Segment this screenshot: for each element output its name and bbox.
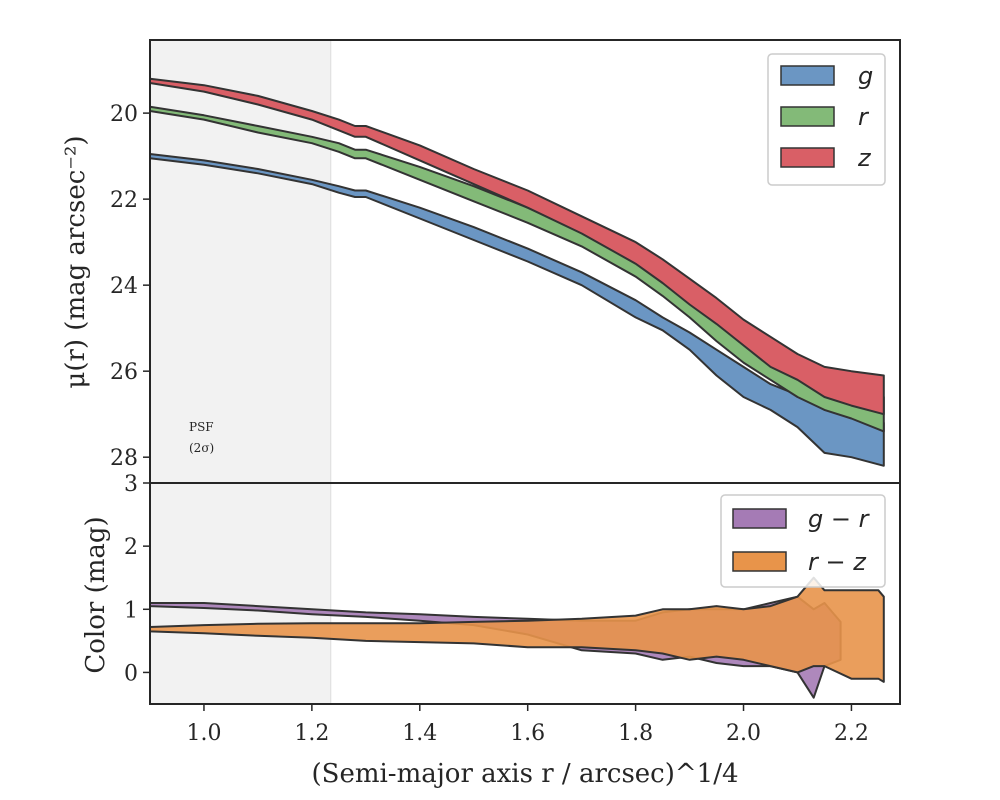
y-tick-label: 20 (110, 102, 138, 127)
y-tick-label: 2 (124, 535, 138, 560)
color-series (149, 576, 885, 699)
x-tick-label: 1.0 (186, 721, 221, 746)
psf-region-bottom (150, 483, 331, 704)
legend-label-r-z: r − z (808, 548, 867, 576)
top-y-axis-label: μ(r) (mag arcsec⁻²) (61, 135, 91, 388)
psf-label: PSF (189, 420, 214, 434)
psf-sigma-label: (2σ) (189, 441, 214, 455)
x-tick-label: 1.2 (294, 721, 329, 746)
top-legend: g r z (767, 53, 886, 186)
band-r (149, 105, 885, 433)
bottom-y-axis-label: Color (mag) (81, 516, 111, 673)
y-tick-label: 24 (110, 274, 138, 299)
legend-label-g-r: g − r (808, 505, 871, 533)
bottom-legend: g − r r − z (720, 494, 886, 588)
legend-swatch-g-r (732, 508, 787, 529)
band-r-z (149, 576, 885, 683)
surface-brightness-series (149, 77, 885, 467)
y-tick-label: 3 (124, 472, 138, 497)
bottom-y-ticks: 0 1 2 3 (124, 472, 150, 686)
y-tick-label: 22 (110, 188, 138, 213)
legend-swatch-g (780, 65, 835, 86)
band-z (149, 77, 885, 416)
x-axis-label: (Semi-major axis r / arcsec)^1/4 (311, 759, 738, 789)
y-tick-label: 28 (110, 446, 138, 471)
x-ticks: 1.0 1.2 1.4 1.6 1.8 2.0 2.2 (186, 704, 869, 746)
legend-label-z: z (857, 144, 872, 172)
legend-swatch-r-z (732, 551, 787, 572)
legend-swatch-r (780, 106, 835, 127)
x-tick-label: 1.6 (510, 721, 545, 746)
y-tick-label: 0 (124, 661, 138, 686)
legend-swatch-z (780, 147, 835, 168)
y-tick-label: 1 (124, 598, 138, 623)
legend-label-r: r (858, 103, 870, 131)
psf-region-top (150, 40, 331, 483)
bottom-axes-frame (149, 482, 901, 705)
top-y-ticks: 20 22 24 26 28 (110, 102, 150, 471)
x-tick-label: 2.0 (726, 721, 761, 746)
legend-label-g: g (858, 62, 873, 90)
x-tick-label: 2.2 (834, 721, 869, 746)
x-tick-label: 1.8 (618, 721, 653, 746)
band-g (149, 153, 885, 467)
y-tick-label: 26 (110, 360, 138, 385)
x-tick-label: 1.4 (402, 721, 437, 746)
